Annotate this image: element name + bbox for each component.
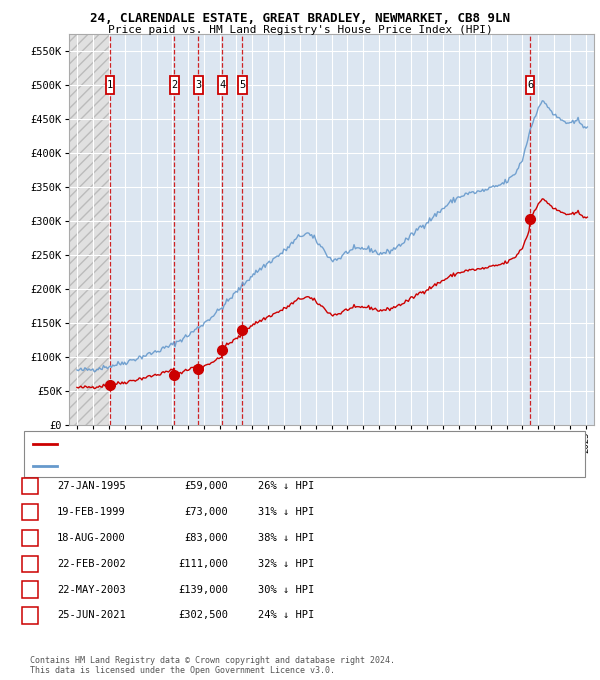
Text: £111,000: £111,000 (178, 559, 228, 568)
Text: 26% ↓ HPI: 26% ↓ HPI (258, 481, 314, 491)
FancyBboxPatch shape (526, 75, 535, 94)
Text: 5: 5 (239, 80, 245, 90)
Text: 1: 1 (107, 80, 113, 90)
Text: £59,000: £59,000 (184, 481, 228, 491)
Text: 2: 2 (27, 507, 33, 517)
Text: 38% ↓ HPI: 38% ↓ HPI (258, 533, 314, 543)
Text: £83,000: £83,000 (184, 533, 228, 543)
FancyBboxPatch shape (170, 75, 179, 94)
Text: 6: 6 (27, 611, 33, 620)
Text: 24% ↓ HPI: 24% ↓ HPI (258, 611, 314, 620)
Text: 4: 4 (27, 559, 33, 568)
Text: 27-JAN-1995: 27-JAN-1995 (57, 481, 126, 491)
Text: £139,000: £139,000 (178, 585, 228, 594)
Bar (69, 34, 109, 425)
FancyBboxPatch shape (106, 75, 114, 94)
FancyBboxPatch shape (194, 75, 203, 94)
Text: HPI: Average price, detached house, West Suffolk: HPI: Average price, detached house, West… (61, 461, 337, 471)
FancyBboxPatch shape (218, 75, 227, 94)
Text: 1: 1 (27, 481, 33, 491)
Text: 18-AUG-2000: 18-AUG-2000 (57, 533, 126, 543)
Text: 3: 3 (27, 533, 33, 543)
Text: 6: 6 (527, 80, 533, 90)
Text: 25-JUN-2021: 25-JUN-2021 (57, 611, 126, 620)
Text: 19-FEB-1999: 19-FEB-1999 (57, 507, 126, 517)
Text: 5: 5 (27, 585, 33, 594)
FancyBboxPatch shape (238, 75, 247, 94)
Text: 2: 2 (172, 80, 178, 90)
Text: £73,000: £73,000 (184, 507, 228, 517)
Text: Contains HM Land Registry data © Crown copyright and database right 2024.: Contains HM Land Registry data © Crown c… (30, 656, 395, 665)
Text: 4: 4 (219, 80, 226, 90)
Text: 32% ↓ HPI: 32% ↓ HPI (258, 559, 314, 568)
Text: 3: 3 (195, 80, 202, 90)
Text: 22-MAY-2003: 22-MAY-2003 (57, 585, 126, 594)
Text: This data is licensed under the Open Government Licence v3.0.: This data is licensed under the Open Gov… (30, 666, 335, 675)
Text: Price paid vs. HM Land Registry's House Price Index (HPI): Price paid vs. HM Land Registry's House … (107, 25, 493, 35)
Text: 24, CLARENDALE ESTATE, GREAT BRADLEY, NEWMARKET, CB8 9LN: 24, CLARENDALE ESTATE, GREAT BRADLEY, NE… (90, 12, 510, 25)
Text: 24, CLARENDALE ESTATE, GREAT BRADLEY, NEWMARKET, CB8 9LN (detached house): 24, CLARENDALE ESTATE, GREAT BRADLEY, NE… (61, 439, 481, 449)
Text: 31% ↓ HPI: 31% ↓ HPI (258, 507, 314, 517)
Text: 22-FEB-2002: 22-FEB-2002 (57, 559, 126, 568)
Text: £302,500: £302,500 (178, 611, 228, 620)
Text: 30% ↓ HPI: 30% ↓ HPI (258, 585, 314, 594)
